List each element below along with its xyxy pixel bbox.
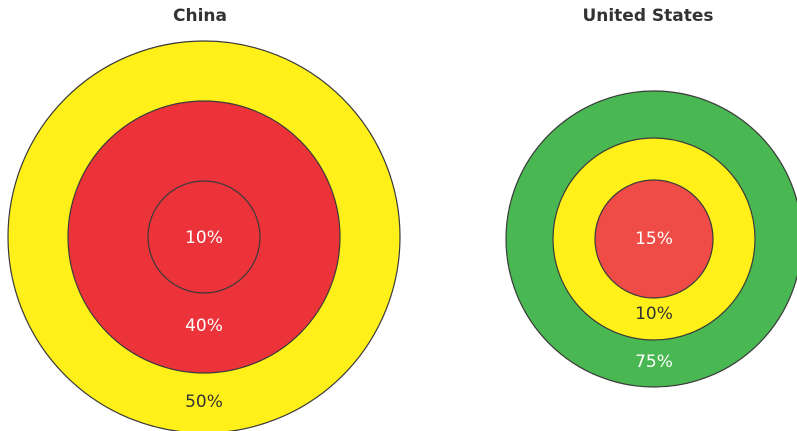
united-states-rings: 75% 10% 15% [505, 90, 797, 388]
china-outer-label: 50% [185, 392, 223, 412]
china-rings: 50% 40% 10% [7, 40, 401, 431]
china-middle-label: 40% [185, 316, 223, 336]
us-inner-ring [594, 179, 714, 299]
us-middle-label: 10% [635, 304, 673, 324]
china-inner-ring [147, 180, 261, 294]
china-title: China [173, 6, 227, 26]
china-inner-label: 10% [185, 228, 223, 248]
us-outer-label: 75% [635, 352, 673, 372]
united-states-title: United States [582, 6, 714, 26]
us-inner-label: 15% [635, 229, 673, 249]
